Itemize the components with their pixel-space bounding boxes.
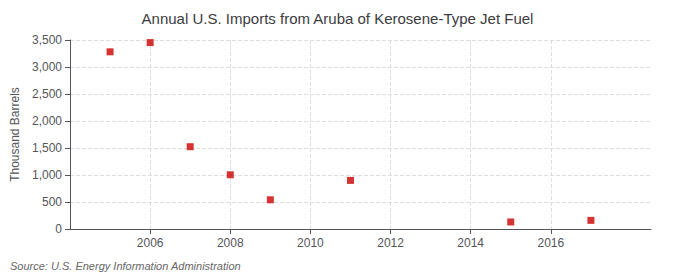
svg-text:2,000: 2,000 <box>32 114 62 128</box>
svg-text:2014: 2014 <box>457 236 484 250</box>
svg-text:2010: 2010 <box>297 236 324 250</box>
svg-text:1,000: 1,000 <box>32 168 62 182</box>
svg-text:2012: 2012 <box>377 236 404 250</box>
svg-text:0: 0 <box>55 222 62 236</box>
svg-text:1,500: 1,500 <box>32 141 62 155</box>
svg-text:2,500: 2,500 <box>32 87 62 101</box>
svg-text:2016: 2016 <box>537 236 564 250</box>
svg-text:Thousand Barrels: Thousand Barrels <box>8 87 22 182</box>
svg-text:2008: 2008 <box>217 236 244 250</box>
svg-text:3,500: 3,500 <box>32 33 62 47</box>
svg-text:Annual U.S. Imports from Aruba: Annual U.S. Imports from Aruba of Kerose… <box>142 10 534 27</box>
svg-text:Source: U.S. Energy Informatio: Source: U.S. Energy Information Administ… <box>10 260 241 272</box>
svg-text:500: 500 <box>42 195 62 209</box>
svg-text:2006: 2006 <box>137 236 164 250</box>
svg-text:3,000: 3,000 <box>32 60 62 74</box>
